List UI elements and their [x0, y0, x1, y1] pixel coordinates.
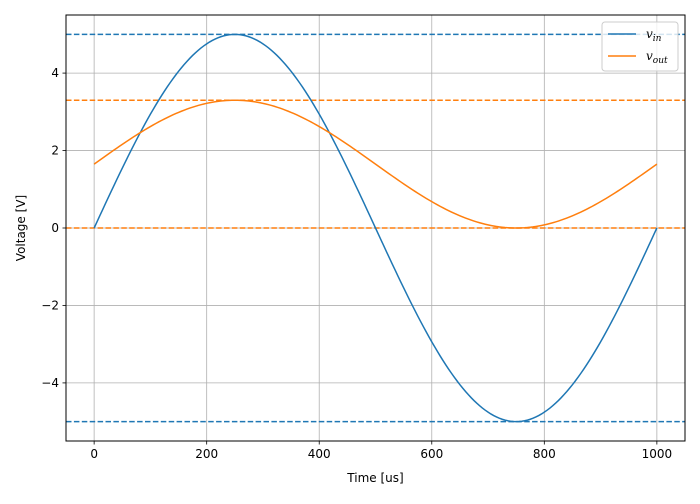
x-tick-label-0: 0: [90, 447, 98, 461]
x-tick-label-200: 200: [195, 447, 218, 461]
y-axis-label: Voltage [V]: [14, 195, 28, 261]
x-tick-label-400: 400: [308, 447, 331, 461]
x-tick-label-800: 800: [533, 447, 556, 461]
y-tick-label-4: 4: [51, 66, 59, 80]
x-tick-label-600: 600: [420, 447, 443, 461]
x-axis-label: Time [us]: [346, 471, 403, 485]
legend-label-v-out-sub: out: [653, 56, 668, 66]
y-tick-label--4: −4: [41, 376, 59, 390]
legend-label-v-in-sub: in: [653, 34, 662, 44]
y-tick-label-2: 2: [51, 144, 59, 158]
y-tick-label--2: −2: [41, 298, 59, 312]
x-tick-label-1000: 1000: [642, 447, 673, 461]
legend: vin vout: [602, 22, 678, 71]
y-tick-label-0: 0: [51, 221, 59, 235]
